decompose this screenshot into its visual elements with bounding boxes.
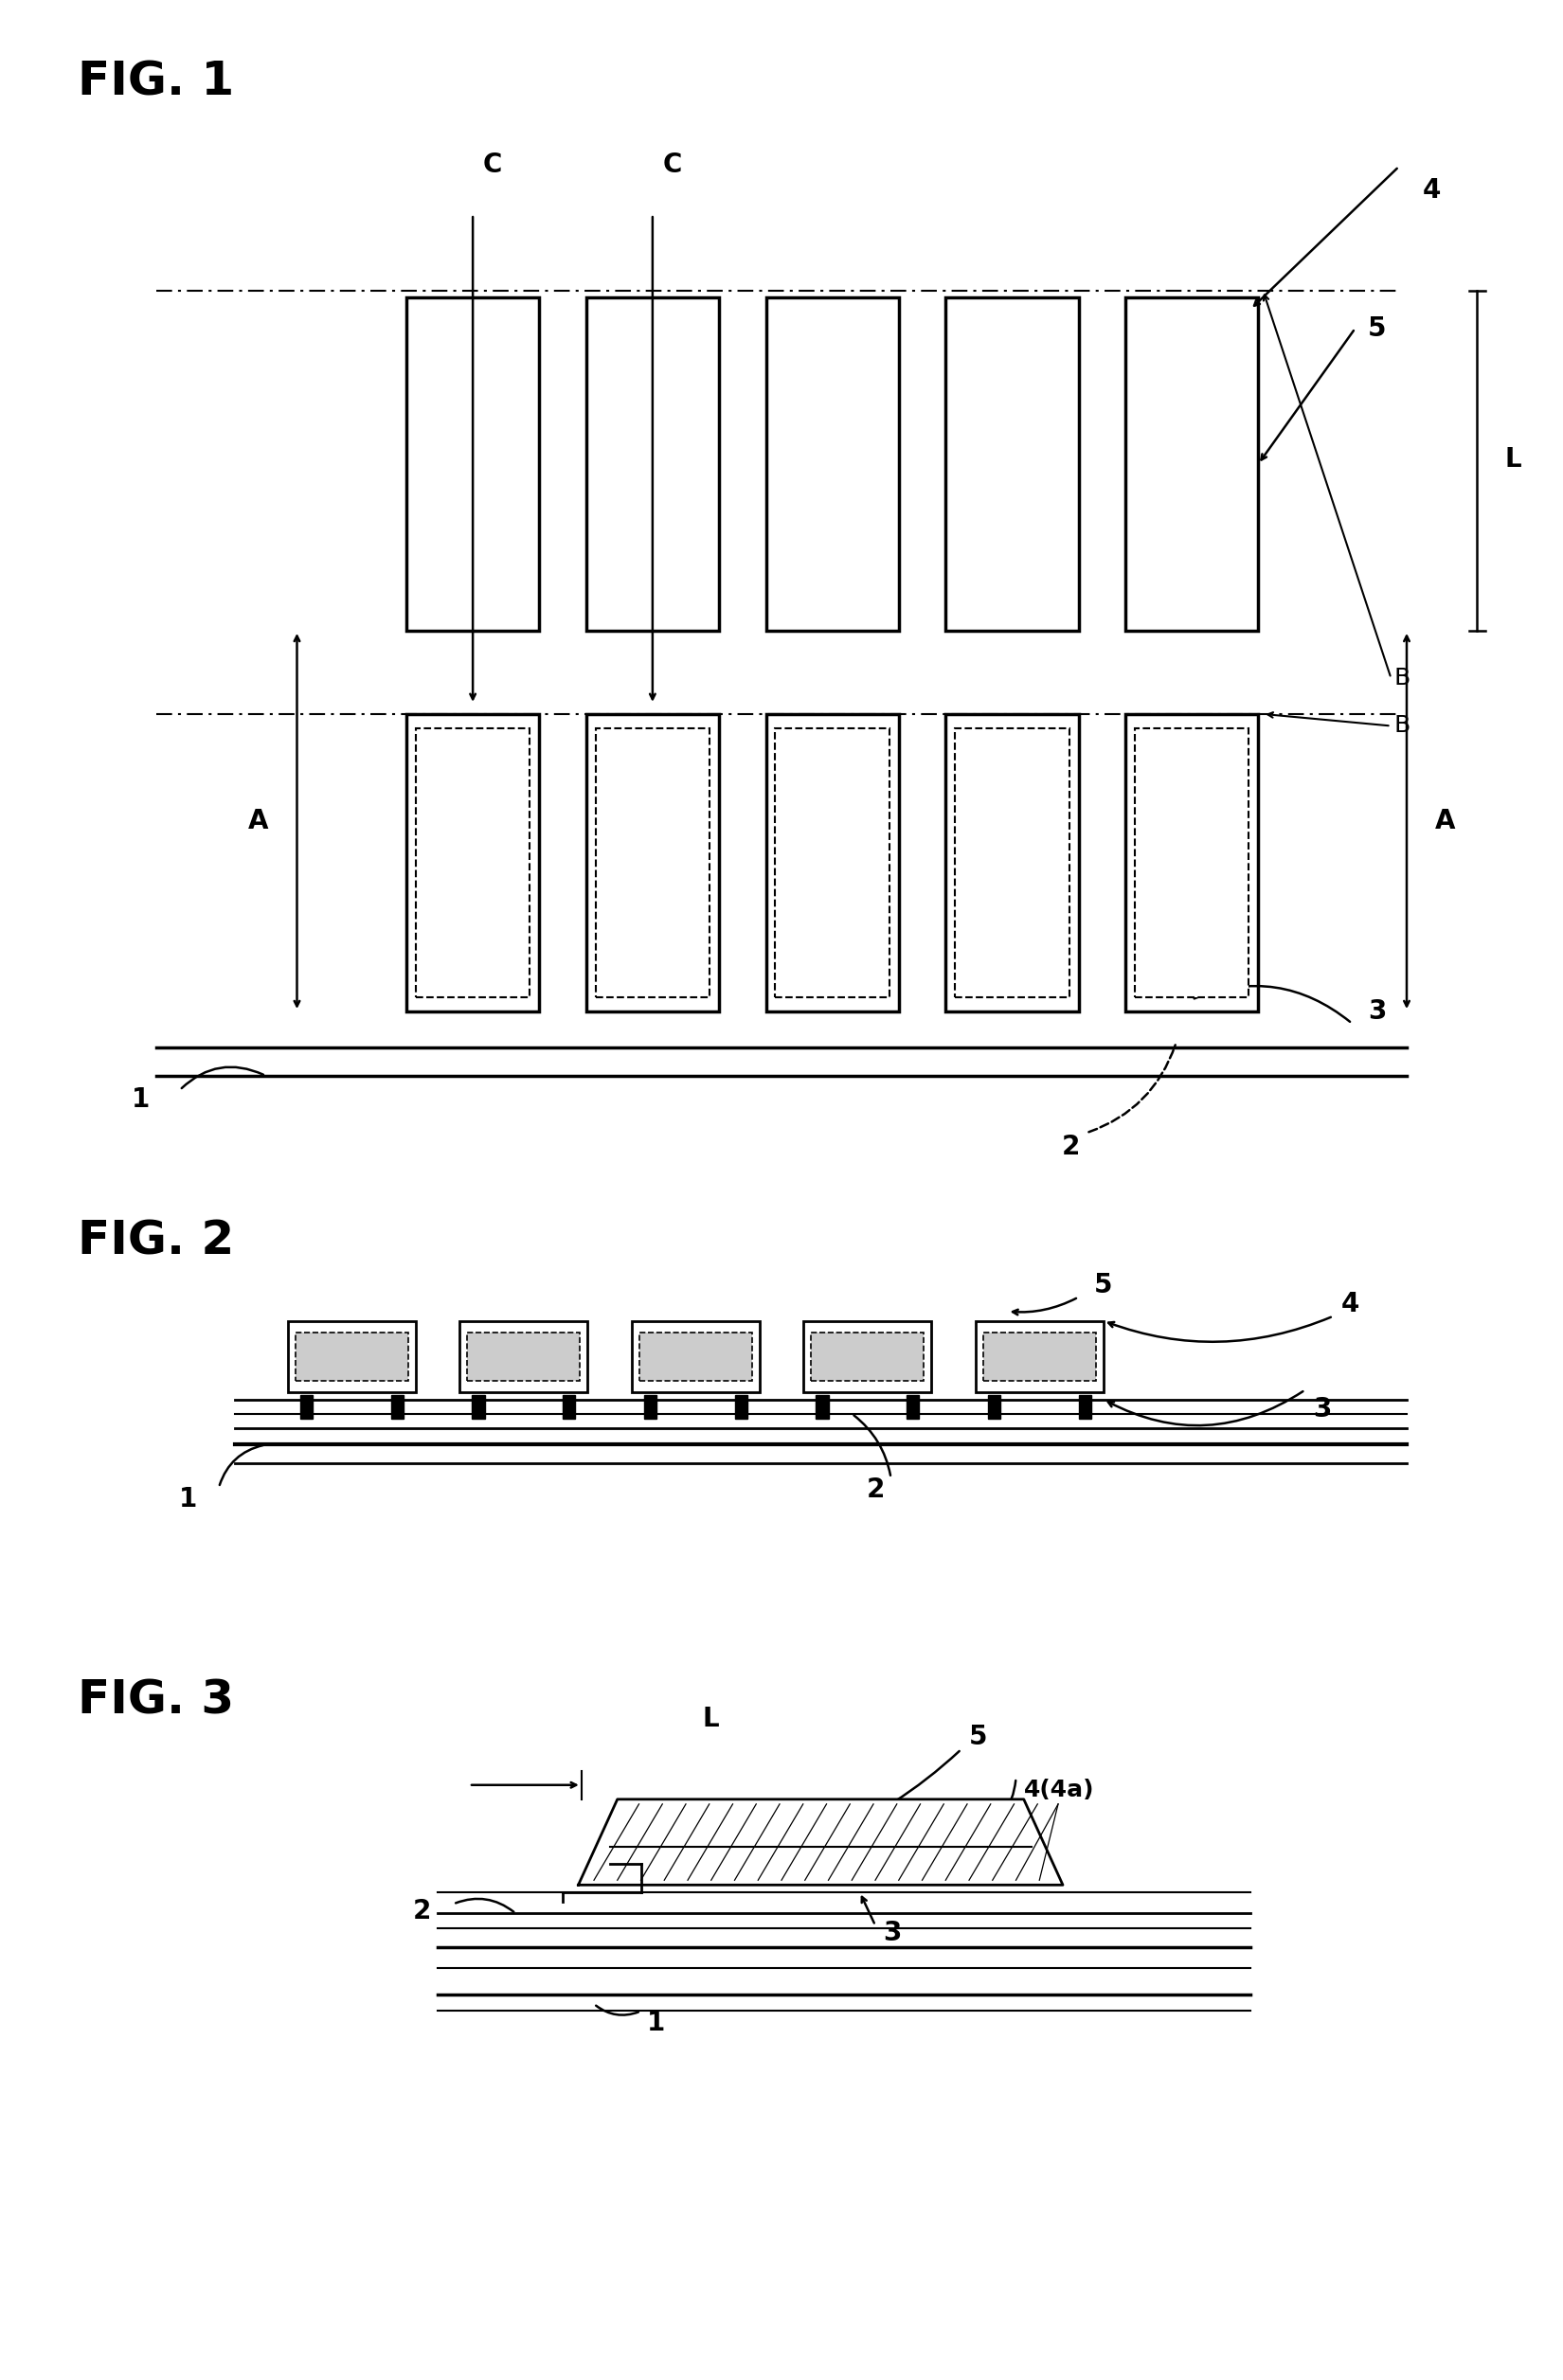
Text: 5: 5 bbox=[969, 1723, 988, 1752]
Text: 1: 1 bbox=[647, 2009, 666, 2037]
Text: 2: 2 bbox=[1061, 1133, 1080, 1161]
Text: L: L bbox=[703, 1706, 719, 1733]
Text: 3: 3 bbox=[1368, 997, 1386, 1026]
Bar bbox=[295, 1333, 408, 1380]
Text: B: B bbox=[1394, 666, 1410, 690]
Bar bbox=[416, 728, 530, 997]
Bar bbox=[586, 298, 719, 631]
Bar bbox=[811, 1333, 924, 1380]
Text: C: C bbox=[483, 152, 502, 178]
Bar bbox=[586, 714, 719, 1012]
Bar bbox=[1125, 714, 1258, 1012]
Text: 1: 1 bbox=[178, 1485, 197, 1514]
Bar bbox=[644, 1395, 656, 1418]
Bar bbox=[955, 728, 1069, 997]
Text: B: B bbox=[1394, 714, 1410, 738]
Bar bbox=[631, 1321, 760, 1392]
Text: 4: 4 bbox=[1422, 176, 1441, 205]
Text: A: A bbox=[1435, 807, 1455, 835]
Bar bbox=[988, 1395, 1000, 1418]
Bar bbox=[946, 714, 1078, 1012]
Text: 4(4a): 4(4a) bbox=[1024, 1778, 1094, 1802]
Text: 3: 3 bbox=[1313, 1395, 1332, 1423]
Text: FIG. 1: FIG. 1 bbox=[78, 60, 234, 105]
Bar bbox=[766, 714, 899, 1012]
Bar bbox=[735, 1395, 747, 1418]
Bar bbox=[766, 298, 899, 631]
Text: 4: 4 bbox=[1341, 1290, 1360, 1319]
Bar bbox=[288, 1321, 416, 1392]
Text: FIG. 2: FIG. 2 bbox=[78, 1219, 234, 1264]
Text: 3: 3 bbox=[883, 1918, 902, 1947]
Bar bbox=[596, 728, 710, 997]
Bar bbox=[563, 1395, 575, 1418]
Text: 5: 5 bbox=[1368, 314, 1386, 343]
Bar bbox=[975, 1321, 1103, 1392]
Bar bbox=[639, 1333, 752, 1380]
Bar bbox=[300, 1395, 313, 1418]
Bar bbox=[460, 1321, 588, 1392]
Bar bbox=[1125, 298, 1258, 631]
Text: 1: 1 bbox=[131, 1085, 150, 1114]
Bar bbox=[983, 1333, 1096, 1380]
Bar bbox=[1078, 1395, 1091, 1418]
Bar bbox=[467, 1333, 580, 1380]
Text: L: L bbox=[1505, 445, 1522, 474]
Bar bbox=[391, 1395, 403, 1418]
Polygon shape bbox=[578, 1799, 1063, 1885]
Bar bbox=[472, 1395, 485, 1418]
Bar bbox=[406, 714, 539, 1012]
Text: A: A bbox=[247, 807, 269, 835]
Text: C: C bbox=[663, 152, 681, 178]
Text: 2: 2 bbox=[413, 1897, 431, 1925]
Text: FIG. 3: FIG. 3 bbox=[78, 1678, 234, 1723]
Bar bbox=[946, 298, 1078, 631]
Bar bbox=[406, 298, 539, 631]
Bar bbox=[1135, 728, 1249, 997]
Bar bbox=[775, 728, 889, 997]
Bar bbox=[907, 1395, 919, 1418]
Text: 2: 2 bbox=[866, 1476, 885, 1504]
Text: 5: 5 bbox=[1094, 1271, 1113, 1299]
Bar bbox=[816, 1395, 828, 1418]
Bar bbox=[803, 1321, 932, 1392]
